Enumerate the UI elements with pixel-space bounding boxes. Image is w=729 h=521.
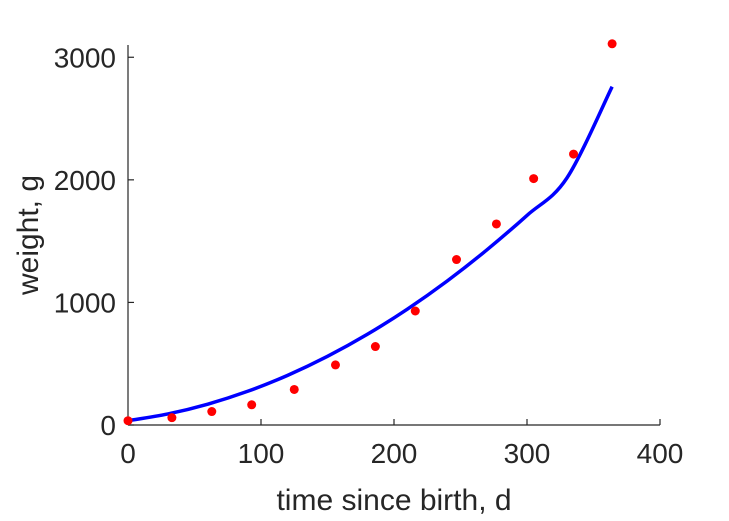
x-ticks: 0 100 200 300 400: [120, 419, 683, 469]
fitted-curve-line: [127, 85, 614, 423]
y-tick-label: 1000: [54, 287, 116, 318]
data-point: [452, 255, 462, 265]
data-point: [330, 360, 340, 370]
data-point: [289, 384, 299, 394]
data-point: [370, 342, 380, 352]
data-point: [491, 219, 501, 229]
series: [123, 39, 617, 426]
x-tick-label: 0: [120, 438, 136, 469]
x-tick-label: 300: [504, 438, 551, 469]
data-point: [247, 400, 257, 410]
x-tick-label: 200: [371, 438, 418, 469]
y-ticks: 0 1000 2000 3000: [54, 42, 134, 441]
data-point: [123, 416, 133, 426]
data-point: [529, 174, 539, 184]
x-tick-label: 100: [238, 438, 285, 469]
data-point: [207, 407, 217, 417]
x-tick-label: 400: [637, 438, 684, 469]
data-point: [410, 306, 420, 316]
axes: [127, 45, 660, 426]
y-tick-label: 0: [100, 410, 116, 441]
y-axis-label: weight, g: [12, 175, 45, 296]
y-tick-label: 2000: [54, 165, 116, 196]
x-axis-label: time since birth, d: [276, 484, 511, 517]
data-point: [569, 149, 579, 159]
data-point: [607, 39, 617, 49]
y-tick-label: 3000: [54, 42, 116, 73]
data-point: [167, 413, 177, 423]
